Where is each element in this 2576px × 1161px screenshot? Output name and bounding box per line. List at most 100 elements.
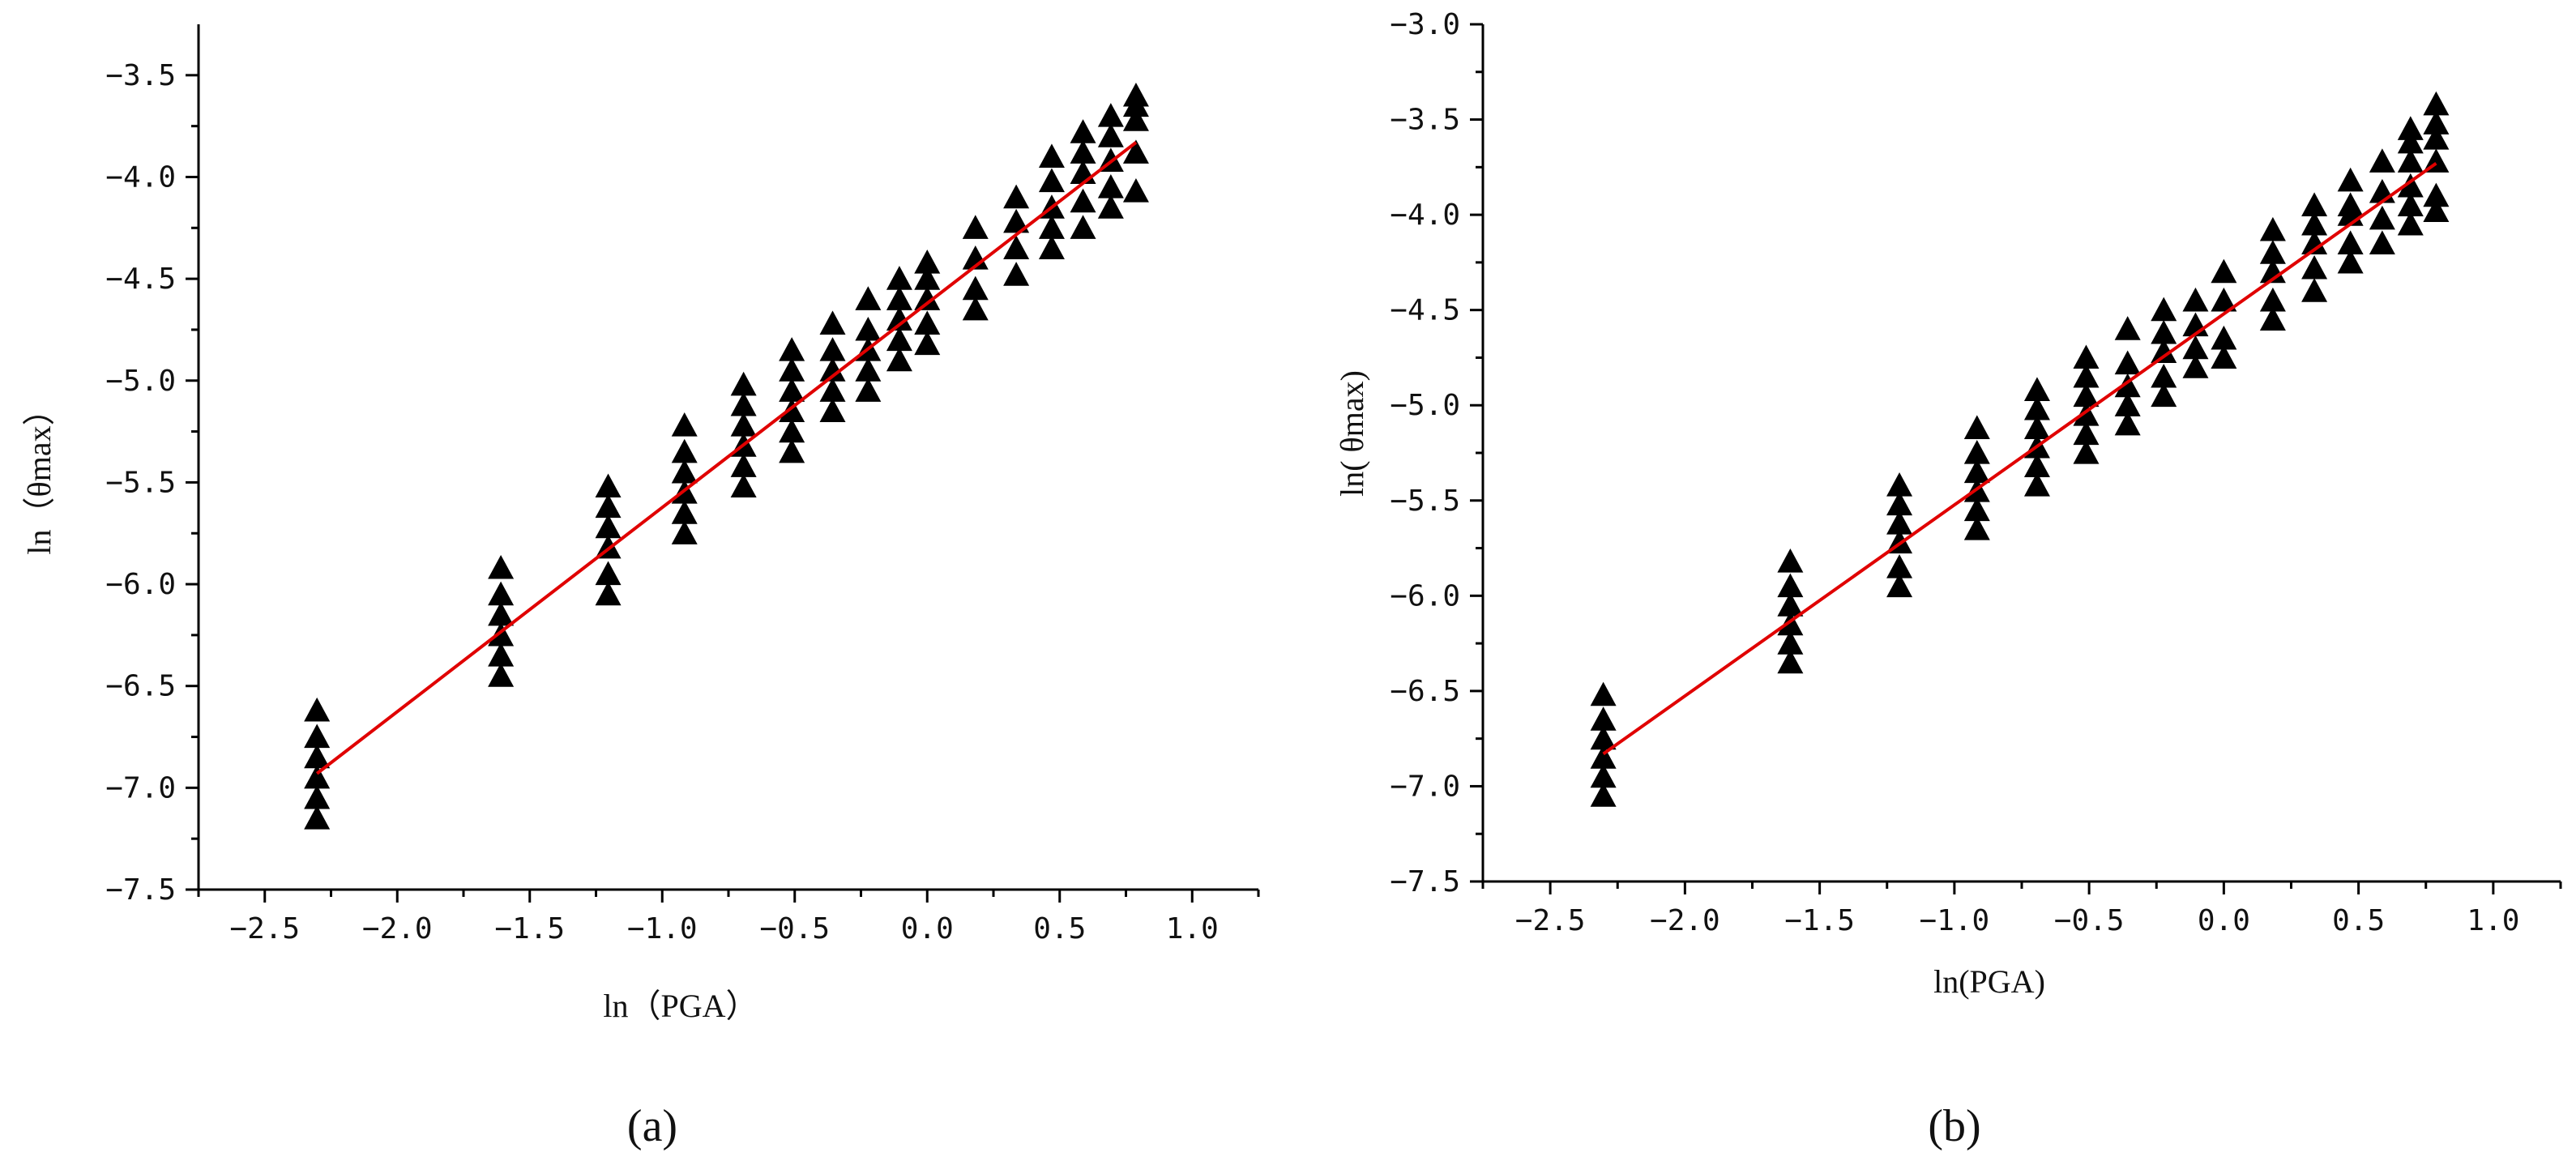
data-point-b — [2397, 173, 2424, 198]
x-tick-label-b: 0.0 — [2198, 904, 2250, 937]
data-point-b — [2151, 382, 2177, 408]
y-tick-label-b: −3.0 — [1390, 8, 1460, 41]
data-point-a — [488, 663, 515, 687]
fit-line-a — [315, 141, 1138, 775]
y-tick-label-a: −5.5 — [105, 466, 176, 499]
data-point-a — [1038, 143, 1065, 168]
data-point-a — [595, 473, 622, 498]
plot-area-b: −7.5 −7.0 −6.5 −6.0 −5.5 −5.0 −4.5 −4.0 −3.5 −3.0… — [1390, 8, 2562, 937]
y-tick-label-a: −7.0 — [105, 771, 176, 805]
data-point-b — [1777, 630, 1804, 655]
data-point-a — [914, 266, 941, 290]
x-tick-label-b: −2.0 — [1650, 904, 1720, 937]
y-tick-label-a: −7.5 — [105, 873, 176, 907]
data-point-a — [304, 764, 331, 789]
data-point-b — [1963, 415, 1990, 440]
data-point-b — [2369, 230, 2395, 254]
x-tick-label-a: −2.5 — [229, 912, 300, 945]
data-point-b — [2337, 192, 2364, 216]
data-point-a — [304, 723, 331, 749]
data-point-a — [595, 581, 622, 606]
data-point-b — [1886, 554, 1913, 578]
data-point-b — [2301, 254, 2328, 280]
data-point-a — [730, 453, 757, 477]
data-point-a — [1122, 107, 1149, 131]
data-point-b — [2151, 297, 2177, 322]
data-point-b — [2114, 411, 2141, 436]
x-tick-label-b: 1.0 — [2467, 904, 2519, 937]
data-point-b — [2073, 401, 2100, 426]
data-point-b — [1963, 459, 1990, 484]
panel-label-a: (a) — [627, 1101, 677, 1151]
data-point-b — [2397, 148, 2424, 173]
data-point-a — [1003, 235, 1030, 260]
data-point-b — [2259, 287, 2286, 312]
data-point-a — [779, 398, 805, 423]
data-point-b — [2301, 211, 2328, 236]
data-point-a — [819, 337, 846, 361]
y-tick-label-b: −3.5 — [1390, 104, 1460, 137]
data-point-b — [2211, 287, 2237, 312]
data-point-a — [671, 438, 698, 463]
data-point-a — [671, 500, 698, 524]
y-tick-label-a: −4.5 — [105, 263, 176, 296]
data-point-a — [1097, 103, 1124, 127]
data-point-a — [962, 215, 989, 239]
data-point-a — [1097, 194, 1124, 219]
plot-area-a: −7.5 −7.0 −6.5 −6.0 −5.5 −5.0 −4.5 −4.0 −3.5 −2.5… — [105, 24, 1260, 945]
data-point-a — [855, 316, 882, 341]
data-point-b — [1963, 440, 1990, 464]
data-point-b — [2023, 415, 2050, 440]
data-point-b — [1777, 548, 1804, 573]
data-point-b — [2397, 116, 2424, 140]
data-point-b — [2073, 420, 2100, 446]
y-tick-label-b: −6.0 — [1390, 579, 1460, 613]
data-point-a — [855, 357, 882, 382]
data-point-b — [1963, 497, 1990, 522]
data-point-b — [1590, 745, 1617, 769]
data-point-a — [779, 438, 805, 463]
y-axis-title-a: ln（θmax） — [21, 393, 58, 554]
data-point-a — [819, 398, 846, 423]
data-point-a — [1070, 119, 1096, 143]
data-point-b — [2397, 211, 2424, 236]
data-point-a — [886, 306, 912, 331]
data-point-b — [2301, 230, 2328, 254]
data-point-b — [1886, 510, 1913, 535]
data-point-a — [1003, 262, 1030, 286]
data-point-b — [2397, 129, 2424, 154]
data-point-a — [962, 275, 989, 301]
data-point-b — [1777, 592, 1804, 617]
data-point-a — [1070, 215, 1096, 239]
data-point-a — [1070, 139, 1096, 164]
data-point-b — [2114, 373, 2141, 398]
data-point-a — [1122, 139, 1149, 164]
data-point-a — [304, 784, 331, 809]
x-tick-label-b: −1.0 — [1920, 904, 1990, 937]
data-point-b — [2023, 453, 2050, 478]
data-point-a — [819, 357, 846, 382]
x-tick-label-b: −1.5 — [1784, 904, 1855, 937]
data-point-b — [2073, 382, 2100, 408]
data-point-b — [1590, 706, 1617, 731]
data-point-b — [2151, 363, 2177, 388]
data-point-b — [1963, 516, 1990, 540]
data-point-b — [1590, 763, 1617, 788]
data-point-a — [671, 459, 698, 484]
x-tick-label-a: 0.5 — [1033, 912, 1086, 945]
x-axis-title-a: ln（PGA） — [603, 988, 758, 1024]
data-point-b — [2369, 205, 2395, 230]
y-tick-label-a: −6.0 — [105, 568, 176, 601]
data-point-b — [2211, 344, 2237, 369]
data-point-b — [1886, 472, 1913, 497]
data-point-b — [2259, 258, 2286, 284]
y-tick-label-a: −5.0 — [105, 365, 176, 398]
y-tick-label-b: −7.5 — [1390, 865, 1460, 898]
chart-panel-a: −7.5 −7.0 −6.5 −6.0 −5.5 −5.0 −4.5 −4.0 −3.5 −2.5… — [21, 24, 1260, 1151]
x-tick-label-a: 0.0 — [901, 912, 954, 945]
y-tick-label-b: −5.5 — [1390, 484, 1460, 518]
data-point-a — [1038, 235, 1065, 260]
data-point-a — [1003, 208, 1030, 233]
data-point-b — [2369, 178, 2395, 203]
data-point-a — [962, 245, 989, 270]
